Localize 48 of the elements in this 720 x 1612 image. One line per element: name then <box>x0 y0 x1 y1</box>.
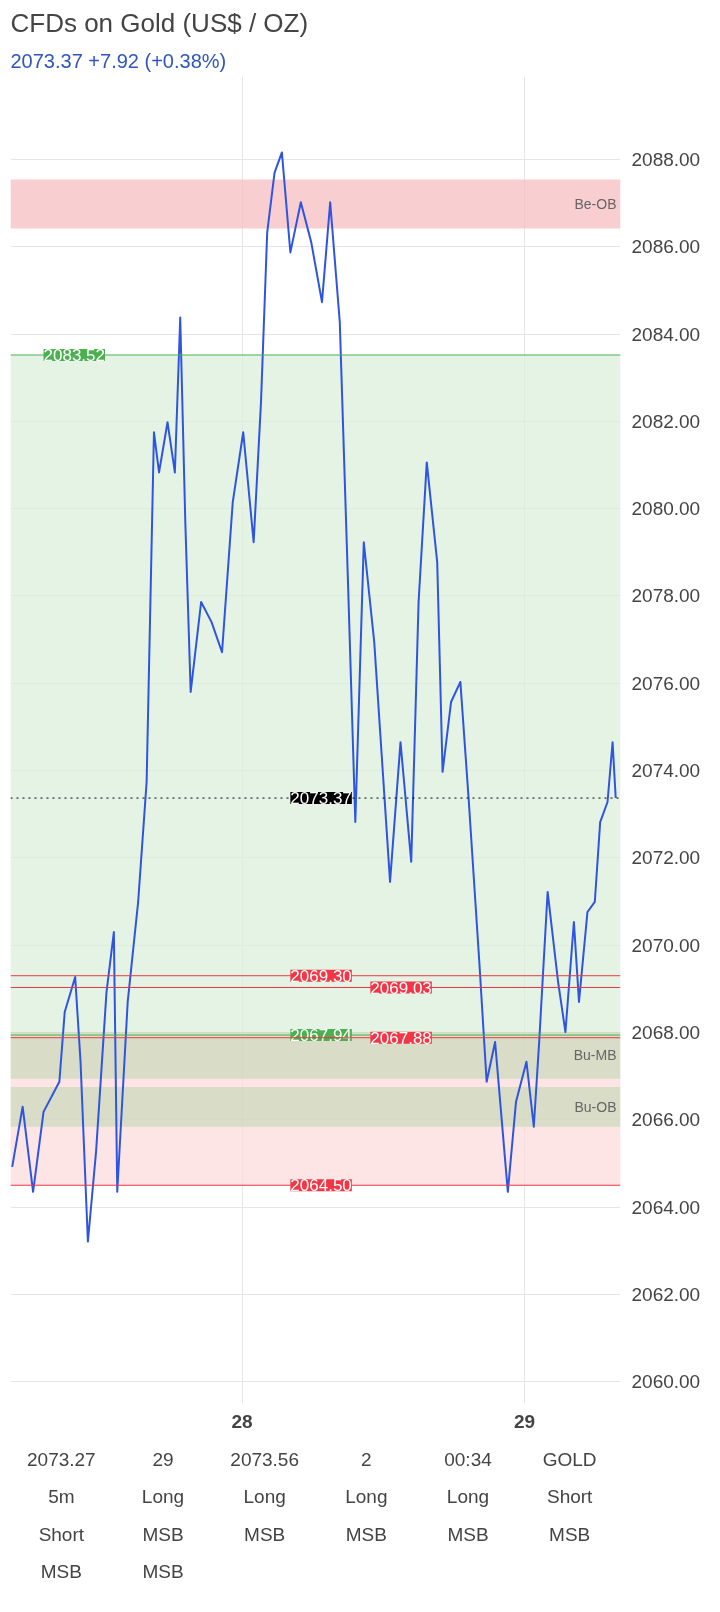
y-tick-label: 2082.00 <box>631 410 701 432</box>
y-tick-label: 2060.00 <box>631 1371 701 1393</box>
text: MSB <box>244 1523 286 1545</box>
text: MSB <box>549 1523 591 1545</box>
band-label: Bu-OB <box>574 1098 617 1115</box>
ref-line-label: 2069.03 <box>370 978 432 998</box>
band-label: Be-OB <box>574 195 617 212</box>
y-tick-label: 2076.00 <box>631 672 701 694</box>
text: Long <box>243 1486 286 1508</box>
text: 00:34 <box>444 1448 493 1470</box>
y-tick-label: 2078.00 <box>631 585 701 607</box>
y-tick-label: 2088.00 <box>631 148 701 170</box>
y-tick-label: 2068.00 <box>631 1021 701 1043</box>
text: MSB <box>447 1523 489 1545</box>
line-series <box>11 151 617 1243</box>
text: 2073.56 <box>230 1448 300 1470</box>
ref-line-label: 2064.50 <box>290 1176 352 1196</box>
ref-line-label: 2067.88 <box>370 1028 432 1048</box>
x-tick-label: 28 <box>231 1410 253 1432</box>
text: 5m <box>48 1486 75 1508</box>
band-label: Bu-MB <box>573 1047 617 1064</box>
text: 29 <box>152 1448 174 1470</box>
ref-line-label: 2073.37 <box>290 789 352 809</box>
y-tick-label: 2084.00 <box>631 323 701 345</box>
text: MSB <box>142 1523 184 1545</box>
y-tick-label: 2086.00 <box>631 236 701 258</box>
text: Long <box>141 1486 185 1508</box>
y-tick-label: 2070.00 <box>631 934 701 956</box>
chart-subtitle: 2073.37 +7.92 (+0.38%) <box>10 49 227 72</box>
text: MSB <box>345 1523 387 1545</box>
text: MSB <box>142 1561 184 1583</box>
y-tick-label: 2066.00 <box>631 1109 701 1131</box>
y-tick-label: 2064.00 <box>631 1196 701 1218</box>
ref-line-label: 2069.30 <box>290 966 352 986</box>
text: 2073.27 <box>26 1448 96 1470</box>
text: Short <box>546 1486 594 1508</box>
text: GOLD <box>542 1448 597 1470</box>
text: MSB <box>40 1561 82 1583</box>
text: 2 <box>361 1448 372 1470</box>
chart-title: CFDs on Gold (US$ / OZ) <box>10 7 309 38</box>
ref-line-label: 2083.52 <box>43 346 105 365</box>
text: Long <box>446 1486 490 1508</box>
y-tick-label: 2062.00 <box>631 1283 701 1305</box>
y-tick-label: 2072.00 <box>631 847 701 869</box>
text: Short <box>38 1523 85 1545</box>
text: Long <box>345 1486 388 1508</box>
y-tick-label: 2074.00 <box>631 760 701 782</box>
y-tick-label: 2080.00 <box>631 498 701 520</box>
